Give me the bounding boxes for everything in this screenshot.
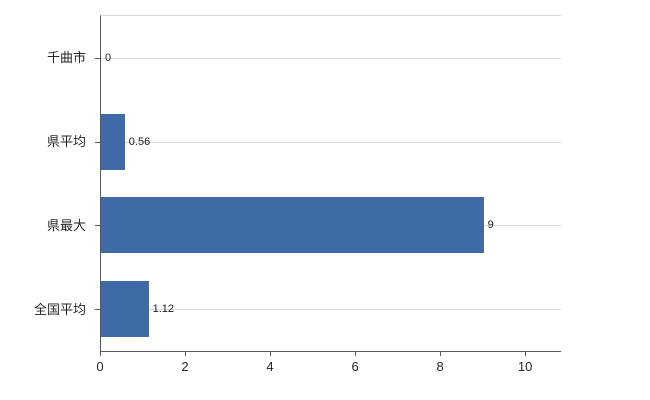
bar-row: 9	[95, 184, 561, 268]
x-axis-tick	[185, 351, 187, 356]
value-label: 9	[487, 219, 494, 232]
bar	[101, 281, 149, 338]
value-label: 1.12	[152, 303, 175, 316]
x-axis-tick	[270, 351, 272, 356]
y-axis-labels: 千曲市県平均県最大全国平均	[0, 15, 92, 350]
value-label: 0	[105, 51, 112, 64]
category-label: 千曲市	[46, 50, 86, 66]
x-axis-tick	[440, 351, 442, 356]
category-label: 全国平均	[33, 301, 86, 317]
y-axis-tick	[95, 57, 100, 59]
x-tick-label: 4	[266, 359, 274, 374]
x-tick-label: 6	[351, 359, 359, 374]
value-label: 0.56	[128, 135, 151, 148]
x-axis-tick	[525, 351, 527, 356]
gridline	[101, 57, 561, 59]
x-axis: 0 2 4 6 8 10	[96, 351, 570, 385]
x-tick-label: 2	[181, 359, 189, 374]
x-axis-tick	[355, 351, 357, 356]
bar	[101, 113, 125, 170]
bar-row: 0.56	[95, 100, 561, 184]
bar-row: 0	[95, 16, 561, 100]
y-axis-tick	[95, 141, 100, 143]
x-tick-label: 10	[517, 359, 533, 374]
x-axis-tick	[100, 351, 101, 356]
y-axis-tick	[95, 225, 100, 227]
bar-row: 1.12	[95, 267, 561, 351]
y-axis-tick	[95, 309, 100, 311]
bar	[101, 197, 484, 254]
x-tick-label: 8	[436, 359, 444, 374]
gridline	[101, 309, 561, 311]
gridline	[101, 141, 561, 143]
x-tick-label: 0	[96, 359, 104, 374]
plot-area: 0 0.56 9 1.12	[95, 15, 561, 352]
category-label: 県最大	[46, 217, 86, 233]
category-label: 県平均	[46, 134, 86, 150]
